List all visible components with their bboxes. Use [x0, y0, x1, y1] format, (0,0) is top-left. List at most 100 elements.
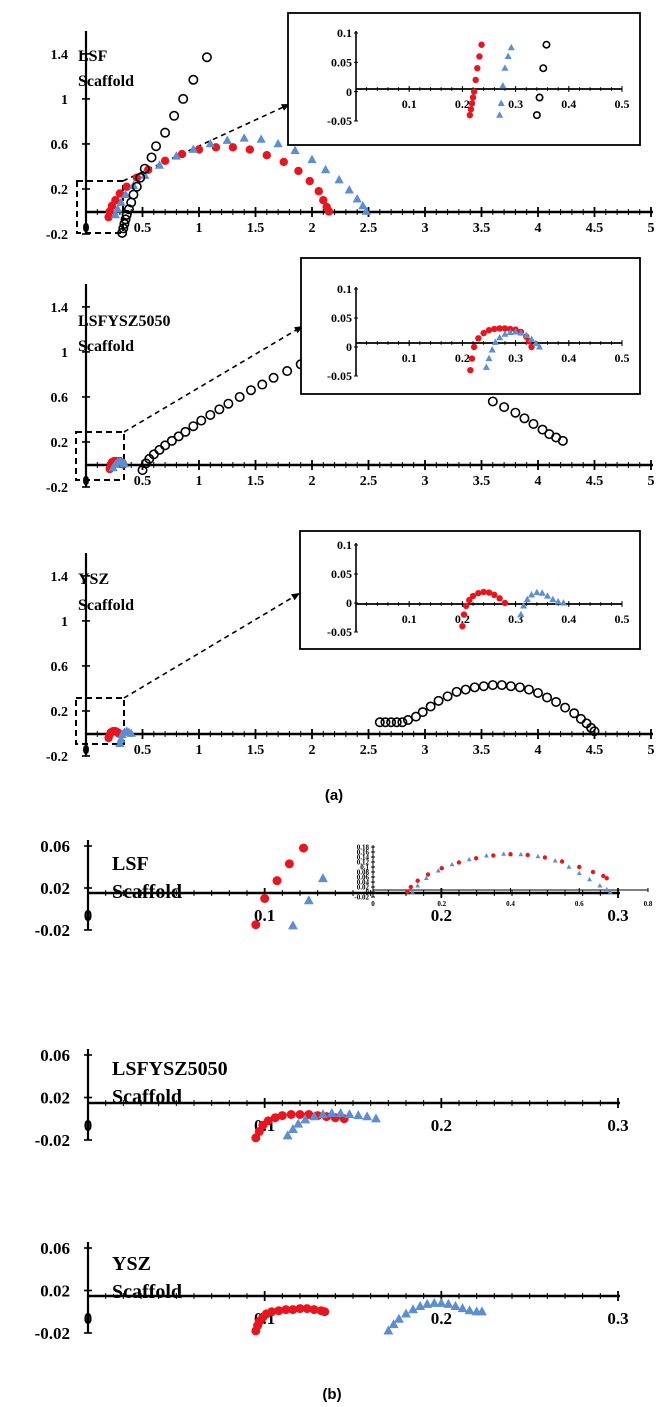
b1-inset-series-1-point-3 — [415, 878, 420, 883]
a3-y-tick-label-4: 1 — [61, 615, 68, 630]
a1-main-series-3-point-11 — [139, 163, 150, 174]
a3-y-tick-label-3: 0.6 — [51, 660, 69, 675]
a3-main-series-3-point-22 — [542, 692, 553, 703]
a2-x-tick-label-4: 1.5 — [247, 474, 265, 489]
a2-inset-series-1-point-9 — [501, 325, 509, 332]
b1-inset-series-1-point-5 — [439, 866, 444, 871]
a2-inset-series-1-point-7 — [491, 325, 498, 333]
b3-main-series-2-point-7 — [422, 1298, 433, 1308]
a2-main-series-3-point-18 — [268, 372, 279, 383]
b3-y-tick-label-1: -0.02 — [35, 1324, 70, 1343]
a1-y-tick-label-4: 1 — [61, 93, 68, 108]
a1-main-series-3-point-14 — [160, 127, 171, 138]
a2-inset-series-2-point-13 — [536, 343, 544, 350]
b1-main-series-2-point-2 — [303, 895, 314, 905]
a1-x-tick-label-11: 5 — [648, 221, 655, 236]
a3-inset-series-2-point-8 — [549, 595, 557, 603]
a3-main-series-3-point-21 — [532, 687, 543, 698]
chart-a3: 0 0.5 1 1.5 2 2.5 3 3.5 4 4.5 5 -0.2 0.2 0.6 1 1.4 YSZ Sc… — [46, 530, 655, 765]
a2-x-tick-label-6: 2.5 — [360, 474, 378, 489]
b1-inset-x-tick-label-2: 0.2 — [437, 900, 446, 908]
a1-main-series-3-point-4 — [120, 214, 131, 225]
a3-inset-series-1-point-5 — [469, 592, 477, 600]
a2-inset-series-1-point-8 — [496, 325, 503, 332]
a2-inset-x-tick-label-5: 0.5 — [615, 351, 630, 365]
a1-main-series-1-point-18 — [305, 176, 314, 186]
a3-inset-series-2-point-9 — [554, 598, 562, 605]
b1-y-tick-label-3: 0.06 — [40, 837, 70, 856]
b2-sample-label-line-2: Scaffold — [112, 1086, 182, 1108]
b1-inset-series-1-point-8 — [491, 853, 496, 858]
a3-inset-x-tick-label-5: 0.5 — [615, 612, 630, 626]
a1-main-series-2-point-13 — [256, 134, 266, 143]
b3-y-tick-label-3: 0.06 — [40, 1239, 70, 1258]
a3-main-series-3-point-5 — [397, 717, 408, 728]
a3-main-series-3-point-13 — [460, 684, 471, 695]
a2-main-series-3-point-8 — [173, 431, 184, 442]
a3-inset-series-2-point-2 — [520, 602, 528, 609]
a3-main-series-3-point-9 — [425, 701, 436, 712]
b1-inset-series-2-point-9 — [518, 851, 524, 857]
a1-inset-series-1-point-1 — [466, 111, 474, 119]
a1-main-series-3-point-12 — [146, 152, 157, 163]
a2-inset-series-2-point-2 — [485, 354, 493, 362]
a3-sample-label-line-1: YSZ — [78, 571, 109, 588]
a1-x-tick-label-3: 1 — [196, 221, 203, 236]
a3-x-tick-label-1: 0 — [83, 743, 90, 758]
a2-inset-x-tick-label-4: 0.4 — [561, 351, 576, 365]
b3-x-tick-label-1: 0 — [84, 1309, 93, 1328]
b3-main-series-2-point-2 — [388, 1319, 399, 1329]
a3-main-series-3-point-8 — [417, 707, 428, 718]
a3-main-series-3-point-19 — [514, 682, 525, 693]
a3-x-tick-label-9: 4 — [535, 743, 542, 758]
b2-main-series-1-point-7 — [286, 1110, 296, 1119]
a1-inset-y-tick-label-4: 0.1 — [337, 26, 352, 40]
b1-main-series-2-point-1 — [287, 920, 298, 930]
a2-main-series-3-point-17 — [257, 379, 268, 390]
a2-y-tick-label-1: -0.2 — [46, 481, 68, 496]
b1-inset-series-1-point-9 — [508, 852, 513, 857]
a1-y-tick-label-2: 0.2 — [51, 183, 69, 198]
chart-a1: 0 0.5 1 1.5 2 2.5 3 3.5 4 4.5 5 -0.2 0.2 0.6 1 1.4 LSF Sc… — [46, 12, 655, 243]
b1-inset-series-2-point-16 — [604, 886, 610, 892]
a2-inset-y-tick-label-2: 0 — [346, 340, 352, 354]
a3-inset-series-2-point-7 — [544, 592, 552, 599]
a3-inset-series-1-point-11 — [501, 599, 509, 607]
a2-inset-series-1-point-6 — [485, 326, 493, 334]
a3-main-series-3-point-11 — [442, 691, 453, 702]
a1-inset-series-1-point-6 — [472, 76, 479, 84]
a3-inset-series-1-point-10 — [496, 595, 503, 602]
b1-inset-series-2-point-10 — [535, 853, 541, 859]
a1-inset-series-2-point-4 — [501, 64, 509, 71]
a1-inset-frame — [287, 12, 641, 146]
a2-inset-series-2-point-3 — [488, 346, 496, 353]
a1-main-series-3-point-9 — [131, 181, 142, 192]
b1-inset-series-2-point-17 — [607, 889, 613, 894]
a1-main-series-1-point-16 — [279, 157, 288, 167]
b2-main-series-2-point-11 — [362, 1111, 373, 1121]
a2-inset-series-2-point-11 — [528, 335, 536, 343]
a1-main-series-2-point-15 — [290, 145, 300, 155]
b3-main-series-2-point-8 — [429, 1297, 440, 1307]
b1-x-tick-label-2: 0.1 — [254, 906, 275, 925]
a2-main-series-3-point-26 — [519, 413, 530, 424]
a3-x-tick-label-7: 3 — [422, 743, 429, 758]
b1-inset-series-2-point-13 — [576, 870, 582, 876]
b2-main-series-2-point-2 — [287, 1123, 298, 1133]
a1-main-series-3-point-10 — [135, 172, 146, 183]
a3-inset-series-1-point-4 — [466, 596, 473, 604]
a2-main-series-3-point-5 — [154, 444, 165, 455]
b1-inset-y-tick-label-7: 0.1 — [360, 863, 369, 871]
a3-x-tick-label-4: 1.5 — [247, 743, 265, 758]
b1-inset-series-2-point-8 — [501, 851, 507, 856]
a2-x-tick-label-2: 0.5 — [134, 474, 152, 489]
b3-x-tick-label-4: 0.3 — [607, 1309, 628, 1328]
a3-inset-series-2-point-3 — [523, 595, 531, 603]
b1-inset-x-tick-label-4: 0.6 — [575, 900, 584, 908]
a1-inset-series-3-point-2 — [535, 93, 544, 102]
b2-x-tick-label-3: 0.2 — [431, 1116, 452, 1135]
b2-main-series-2-point-8 — [335, 1108, 346, 1118]
a1-main-series-3-point-2 — [118, 223, 129, 234]
a2-sample-label-line-2: Scaffold — [78, 338, 134, 355]
a1-main-series-2-point-17 — [320, 164, 331, 174]
